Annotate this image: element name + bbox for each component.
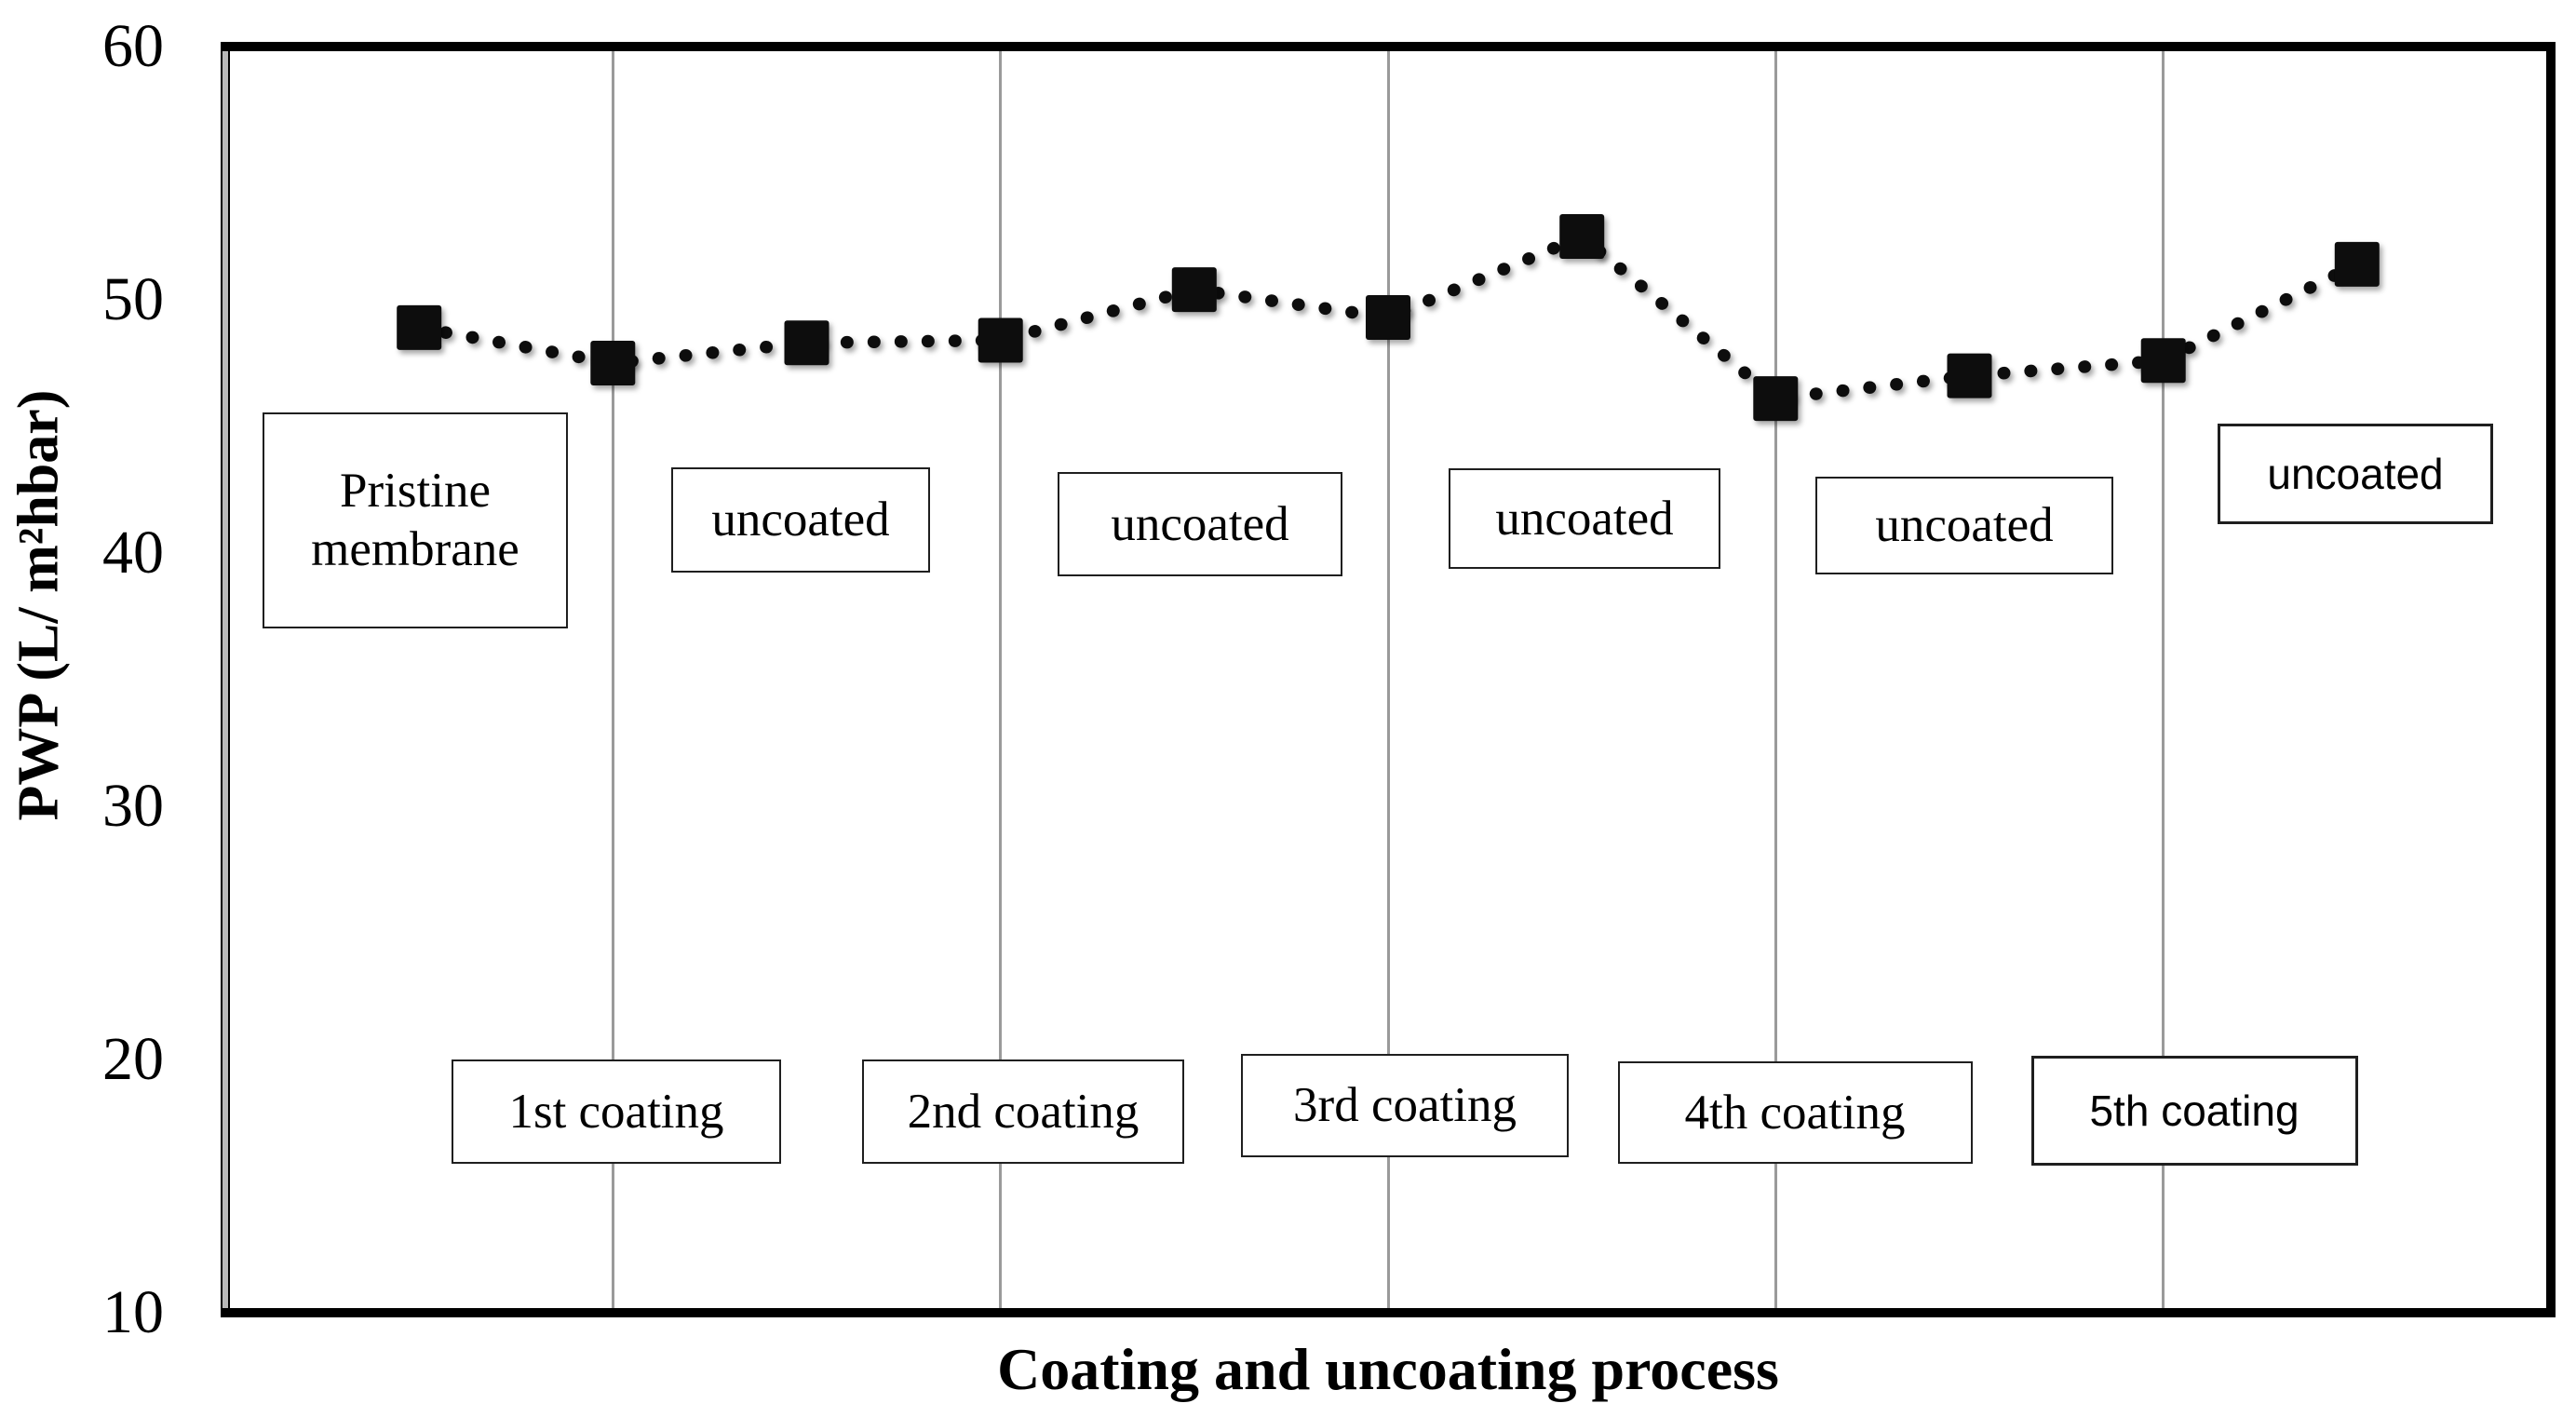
annotation-box: uncoated	[2218, 424, 2493, 524]
vertical-gridline	[1386, 51, 1390, 1308]
y-tick-label: 40	[102, 519, 164, 587]
annotation-label: uncoated	[1875, 498, 2054, 553]
annotation-box: 3rd coating	[1241, 1054, 1569, 1157]
annotation-box: 4th coating	[1617, 1061, 1973, 1164]
annotation-box: Pristine membrane	[263, 412, 568, 628]
vertical-gridline	[999, 51, 1003, 1308]
y-tick-label: 20	[102, 1025, 164, 1093]
annotation-label: uncoated	[2267, 449, 2444, 498]
annotation-label: uncoated	[1111, 496, 1289, 551]
annotation-box: uncoated	[1058, 472, 1342, 576]
annotation-box: 2nd coating	[862, 1059, 1184, 1164]
annotation-label: 2nd coating	[907, 1084, 1140, 1139]
y-tick-label: 60	[102, 12, 164, 80]
annotation-label: 5th coating	[2089, 1086, 2300, 1135]
annotation-box: 1st coating	[452, 1059, 781, 1164]
annotation-label: Pristine membrane	[311, 464, 519, 576]
annotation-label: uncoated	[1495, 491, 1674, 546]
vertical-gridline	[1774, 51, 1777, 1308]
vertical-gridline	[611, 51, 614, 1308]
annotation-box: 5th coating	[2030, 1056, 2358, 1166]
y-axis-title: PWP (L/ m²hbar)	[7, 389, 71, 821]
annotation-label: 1st coating	[508, 1084, 724, 1139]
annotation-label: 3rd coating	[1293, 1078, 1517, 1133]
annotation-box: uncoated	[1449, 468, 1720, 569]
y-tick-label: 30	[102, 772, 164, 840]
annotation-box: uncoated	[1815, 477, 2113, 574]
vertical-gridline	[2162, 51, 2165, 1308]
annotation-box: uncoated	[671, 467, 930, 573]
x-axis-title: Coating and uncoating process	[997, 1336, 1779, 1402]
annotation-label: uncoated	[711, 493, 890, 547]
y-tick-label: 50	[102, 265, 164, 333]
annotation-label: 4th coating	[1684, 1085, 1906, 1140]
y-axis-line	[221, 51, 230, 1308]
y-tick-label: 10	[102, 1278, 164, 1346]
